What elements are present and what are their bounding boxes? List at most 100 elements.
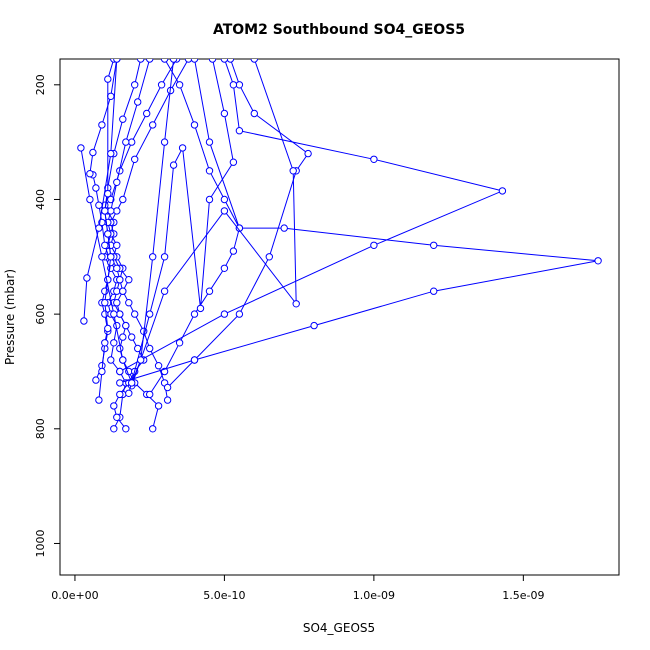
data-point	[220, 109, 229, 118]
data-point	[220, 207, 229, 215]
data-point	[175, 339, 184, 347]
data-point	[205, 138, 214, 146]
data-point	[128, 333, 136, 341]
data-point	[208, 59, 217, 63]
data-point	[498, 187, 507, 195]
y-axis-label: Pressure (mbar)	[3, 269, 17, 365]
x-tick-label: 1.0e-09	[353, 589, 395, 602]
data-point	[175, 81, 184, 89]
data-point	[89, 148, 97, 157]
data-point	[101, 310, 109, 318]
data-point	[235, 81, 244, 89]
data-point	[113, 241, 121, 250]
data-point	[205, 195, 214, 204]
data-point	[178, 144, 187, 152]
data-point	[125, 389, 133, 397]
data-point	[104, 324, 112, 333]
profile-line	[131, 59, 297, 386]
data-point	[113, 413, 121, 421]
data-point	[149, 425, 157, 433]
data-point	[137, 356, 145, 364]
data-point	[110, 339, 118, 347]
data-point	[119, 333, 127, 341]
data-point	[101, 207, 109, 215]
data-point	[163, 396, 172, 404]
data-point	[280, 224, 288, 232]
data-point	[220, 195, 229, 204]
data-point	[430, 287, 438, 295]
data-point	[92, 184, 100, 192]
data-point	[289, 167, 297, 175]
data-point	[98, 121, 106, 129]
data-point	[304, 149, 312, 158]
data-point	[107, 356, 115, 364]
data-point	[160, 253, 169, 261]
data-point	[160, 287, 169, 295]
data-point	[104, 230, 112, 238]
data-point	[146, 59, 154, 63]
data-point	[122, 321, 130, 330]
data-point	[110, 425, 118, 433]
data-point	[160, 138, 169, 146]
data-point	[95, 201, 103, 209]
data-point	[310, 321, 318, 330]
data-point	[292, 300, 300, 308]
data-point	[131, 81, 139, 89]
data-point	[184, 59, 193, 63]
data-point	[163, 383, 172, 392]
data-point	[101, 339, 109, 347]
data-point	[104, 190, 112, 198]
data-point	[77, 144, 85, 152]
x-axis: 0.0e+00 5.0e-10 1.0e-09 1.5e-09	[51, 575, 544, 602]
data-point	[80, 317, 88, 325]
data-point	[154, 362, 163, 370]
data-point	[119, 195, 127, 204]
data-point	[98, 253, 106, 261]
data-point	[83, 274, 91, 282]
profile-line	[119, 59, 504, 372]
x-axis-label: SO4_GEOS5	[303, 621, 375, 635]
data-point	[107, 207, 115, 215]
data-point	[116, 367, 124, 376]
data-point	[160, 59, 169, 63]
data-point	[235, 310, 244, 318]
profile-line	[128, 59, 234, 394]
plot-frame	[59, 58, 620, 576]
data-point	[110, 310, 118, 318]
data-point	[205, 167, 214, 175]
data-point	[98, 367, 106, 376]
data-point	[190, 310, 199, 318]
data-point	[146, 390, 154, 399]
data-point	[594, 257, 602, 265]
data-point	[143, 109, 151, 118]
data-point	[119, 287, 127, 295]
y-axis: 200 400 600 800 1000	[34, 74, 60, 557]
data-point	[104, 75, 112, 83]
data-point	[128, 379, 136, 387]
data-point	[205, 287, 214, 295]
data-point	[226, 59, 235, 63]
x-tick-label: 1.5e-09	[502, 589, 544, 602]
data-point	[157, 81, 166, 89]
data-point	[113, 264, 121, 272]
data-point	[125, 299, 133, 307]
x-tick-label: 5.0e-10	[203, 589, 245, 602]
profile-line	[149, 59, 240, 395]
data-point	[119, 356, 127, 364]
y-tick-label: 600	[34, 304, 47, 325]
data-point	[235, 224, 244, 232]
data-point	[154, 402, 163, 410]
data-point	[113, 207, 121, 215]
data-point	[95, 224, 103, 232]
data-point	[131, 155, 139, 164]
data-point	[190, 59, 199, 63]
data-point	[101, 299, 109, 307]
data-point	[92, 376, 100, 384]
data-point	[220, 264, 229, 272]
data-point	[220, 310, 229, 318]
data-point	[116, 310, 124, 318]
data-point	[265, 253, 273, 261]
x-tick-label: 0.0e+00	[51, 589, 98, 602]
data-point	[430, 241, 438, 250]
